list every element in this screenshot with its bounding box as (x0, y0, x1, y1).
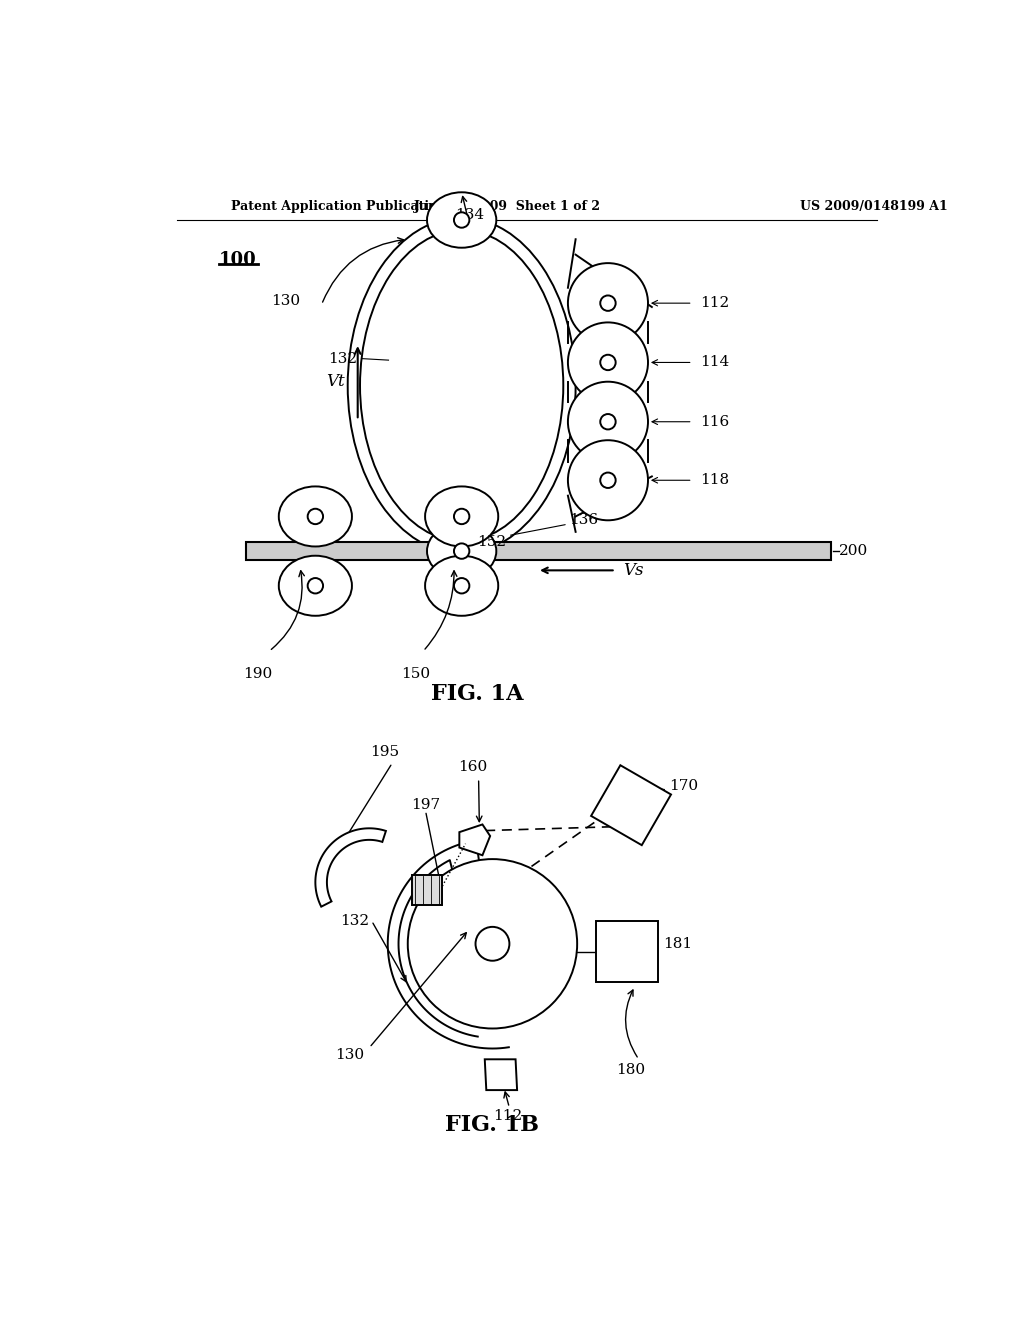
Text: 160: 160 (459, 760, 487, 775)
Text: US 2009/0148199 A1: US 2009/0148199 A1 (801, 199, 948, 213)
Text: 112: 112 (494, 1109, 522, 1123)
Polygon shape (412, 874, 442, 906)
Text: 118: 118 (700, 474, 729, 487)
Text: Vs: Vs (624, 562, 644, 579)
Polygon shape (591, 766, 671, 845)
Text: Vt: Vt (326, 374, 345, 391)
Ellipse shape (454, 578, 469, 594)
Ellipse shape (600, 414, 615, 429)
Circle shape (408, 859, 578, 1028)
Text: 190: 190 (243, 667, 272, 681)
Text: 134: 134 (455, 207, 484, 222)
Ellipse shape (454, 544, 469, 558)
Ellipse shape (307, 578, 323, 594)
Ellipse shape (307, 508, 323, 524)
Text: 132: 132 (340, 913, 370, 928)
Text: 132: 132 (329, 351, 357, 366)
Ellipse shape (425, 487, 499, 546)
Ellipse shape (427, 193, 497, 248)
Ellipse shape (568, 381, 648, 462)
Text: 180: 180 (616, 1063, 645, 1077)
Ellipse shape (600, 296, 615, 312)
Ellipse shape (454, 213, 469, 227)
Text: Patent Application Publication: Patent Application Publication (230, 199, 446, 213)
Text: FIG. 1B: FIG. 1B (445, 1114, 540, 1135)
Text: 100: 100 (219, 251, 257, 269)
Polygon shape (460, 825, 490, 855)
Text: 112: 112 (700, 296, 730, 310)
Ellipse shape (279, 487, 352, 546)
Text: 181: 181 (663, 937, 692, 950)
Bar (246, 543, 831, 561)
Text: 150: 150 (401, 667, 430, 681)
Ellipse shape (279, 556, 352, 615)
Ellipse shape (600, 473, 615, 488)
Circle shape (475, 927, 509, 961)
Text: 116: 116 (700, 414, 730, 429)
Text: 195: 195 (370, 744, 399, 759)
Ellipse shape (568, 441, 648, 520)
Ellipse shape (454, 508, 469, 524)
Ellipse shape (568, 263, 648, 343)
Ellipse shape (425, 556, 499, 615)
Bar (596, 921, 658, 982)
Text: 130: 130 (270, 294, 300, 308)
Text: 170: 170 (670, 779, 698, 793)
Ellipse shape (568, 322, 648, 403)
Text: 114: 114 (700, 355, 730, 370)
Polygon shape (315, 829, 386, 907)
Text: FIG. 1A: FIG. 1A (431, 682, 523, 705)
Text: Jun. 11, 2009  Sheet 1 of 2: Jun. 11, 2009 Sheet 1 of 2 (415, 199, 601, 213)
Text: 200: 200 (839, 544, 868, 558)
Polygon shape (484, 1059, 517, 1090)
Text: 130: 130 (336, 1048, 365, 1061)
Ellipse shape (600, 355, 615, 370)
Text: 197: 197 (412, 799, 440, 812)
Text: 152: 152 (477, 535, 506, 549)
Ellipse shape (427, 523, 497, 578)
Text: 136: 136 (569, 513, 599, 527)
